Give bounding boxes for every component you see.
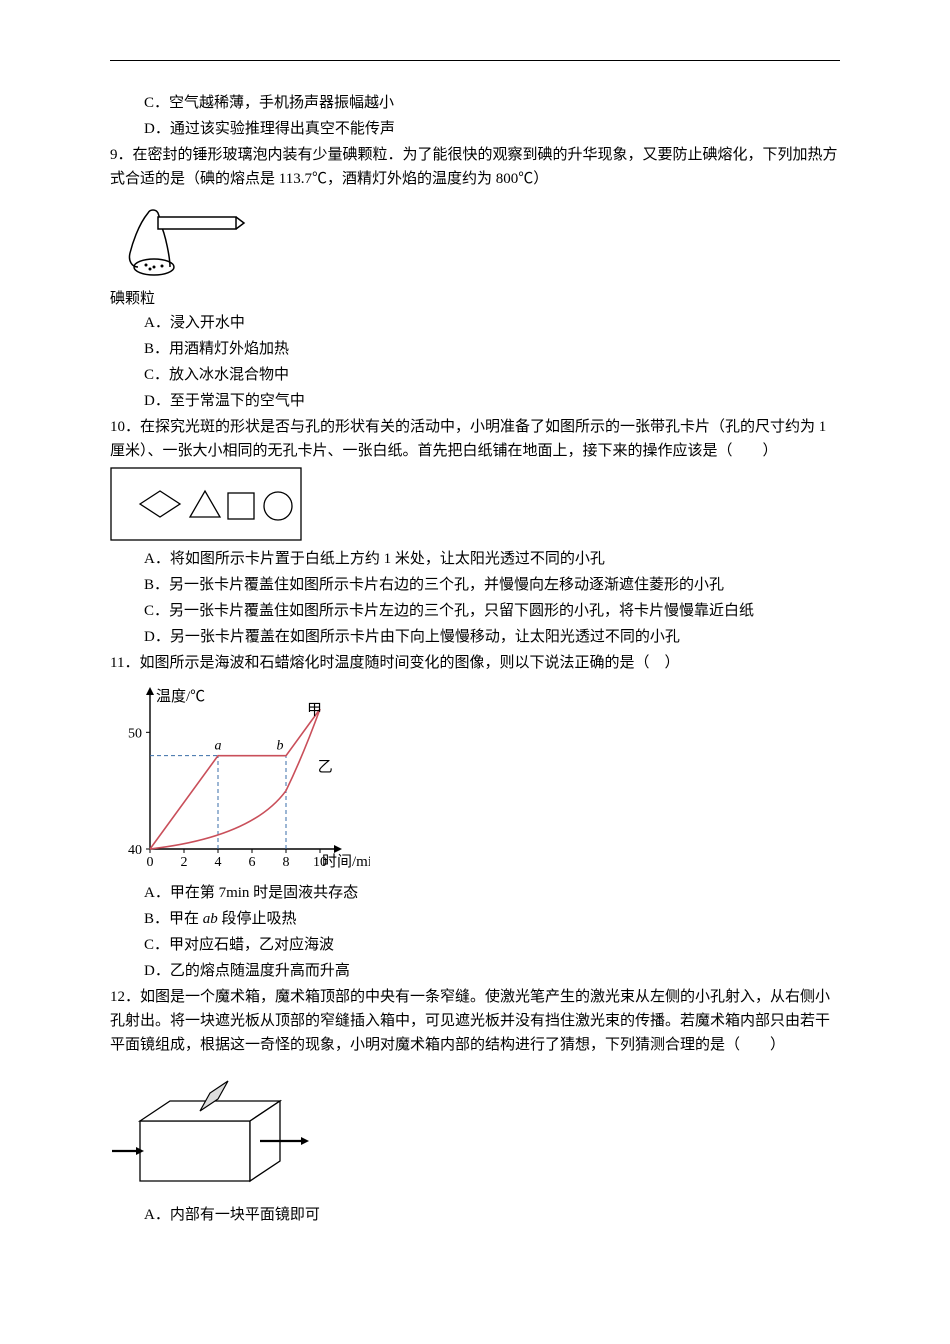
- top-rule: [110, 60, 840, 61]
- q12-figure: [110, 1061, 840, 1201]
- svg-text:4: 4: [215, 855, 222, 870]
- q9-option-c: C．放入冰水混合物中: [110, 363, 840, 387]
- svg-text:2: 2: [181, 855, 188, 870]
- svg-text:0: 0: [147, 855, 154, 870]
- q10-figure: [110, 467, 840, 545]
- q12-stem: 12．如图是一个魔术箱，魔术箱顶部的中央有一条窄缝。使激光笔产生的激光束从左侧的…: [110, 985, 840, 1057]
- q9-stem: 9．在密封的锤形玻璃泡内装有少量碘颗粒．为了能很快的观察到碘的升华现象，又要防止…: [110, 143, 840, 191]
- svg-text:40: 40: [128, 843, 142, 858]
- q12-option-a: A．内部有一块平面镜即可: [110, 1203, 840, 1227]
- svg-text:50: 50: [128, 726, 142, 741]
- svg-text:乙: 乙: [318, 759, 333, 775]
- svg-text:甲: 甲: [307, 703, 322, 719]
- q10-option-c: C．另一张卡片覆盖住如图所示卡片左边的三个孔，只留下圆形的小孔，将卡片慢慢靠近白…: [110, 599, 840, 623]
- q9-option-d: D．至于常温下的空气中: [110, 389, 840, 413]
- svg-text:温度/℃: 温度/℃: [156, 688, 205, 705]
- svg-text:a: a: [215, 739, 222, 754]
- q10-option-a: A．将如图所示卡片置于白纸上方约 1 米处，让太阳光透过不同的小孔: [110, 547, 840, 571]
- prev-option-d: D．通过该实验推理得出真空不能传声: [110, 117, 840, 141]
- q10-option-d: D．另一张卡片覆盖在如图所示卡片由下向上慢慢移动，让太阳光透过不同的小孔: [110, 625, 840, 649]
- q11-b-pre: B．甲在: [144, 911, 203, 927]
- q9-figure: [110, 195, 840, 285]
- prev-option-c: C．空气越稀薄，手机扬声器振幅越小: [110, 91, 840, 115]
- svg-text:时间/min: 时间/min: [322, 853, 370, 870]
- svg-text:8: 8: [283, 855, 290, 870]
- svg-text:b: b: [277, 739, 284, 754]
- q11-b-ital: ab: [203, 911, 218, 927]
- q9-caption: 碘颗粒: [110, 287, 840, 311]
- q9-option-b: B．用酒精灯外焰加热: [110, 337, 840, 361]
- q11-option-b: B．甲在 ab 段停止吸热: [110, 907, 840, 931]
- q11-option-a: A．甲在第 7min 时是固液共存态: [110, 881, 840, 905]
- q10-stem: 10．在探究光斑的形状是否与孔的形状有关的活动中，小明准备了如图所示的一张带孔卡…: [110, 415, 840, 463]
- q9-option-a: A．浸入开水中: [110, 311, 840, 335]
- svg-text:6: 6: [249, 855, 256, 870]
- q10-option-b: B．另一张卡片覆盖住如图所示卡片右边的三个孔，并慢慢向左移动逐渐遮住菱形的小孔: [110, 573, 840, 597]
- q11-option-c: C．甲对应石蜡，乙对应海波: [110, 933, 840, 957]
- page: C．空气越稀薄，手机扬声器振幅越小 D．通过该实验推理得出真空不能传声 9．在密…: [0, 0, 950, 1344]
- q11-stem: 11．如图所示是海波和石蜡熔化时温度随时间变化的图像，则以下说法正确的是（ ）: [110, 651, 840, 675]
- q11-chart: 02468104050温度/℃时间/minab甲乙: [110, 679, 840, 879]
- q11-option-d: D．乙的熔点随温度升高而升高: [110, 959, 840, 983]
- q11-b-post: 段停止吸热: [218, 911, 297, 927]
